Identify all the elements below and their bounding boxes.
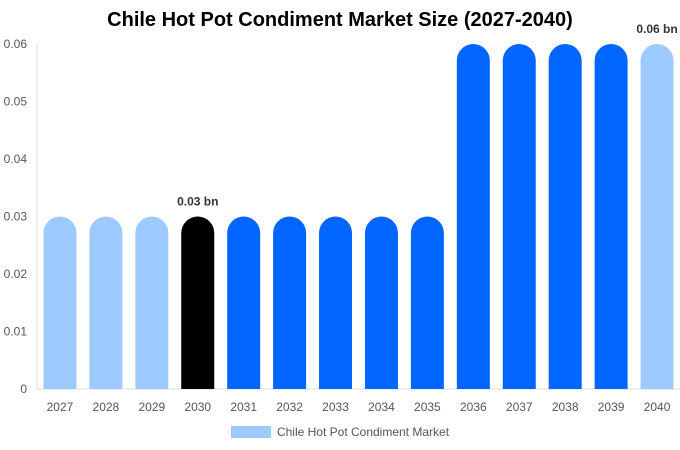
bar — [456, 44, 490, 389]
bar — [135, 216, 169, 389]
y-tick-label: 0.04 — [4, 152, 28, 166]
chart-title: Chile Hot Pot Condiment Market Size (202… — [107, 9, 573, 31]
y-tick-label: 0.02 — [4, 267, 28, 281]
x-tick-label: 2038 — [552, 400, 579, 414]
y-tick-label: 0.03 — [4, 210, 28, 224]
bar — [364, 216, 398, 389]
x-tick-label: 2039 — [598, 400, 625, 414]
x-tick-label: 2028 — [93, 400, 120, 414]
y-tick-label: 0.01 — [4, 325, 28, 339]
bar — [89, 216, 123, 389]
bar — [410, 216, 444, 389]
legend[interactable]: Chile Hot Pot Condiment Market — [0, 425, 680, 439]
x-tick-label: 2036 — [460, 400, 487, 414]
x-tick-label: 2034 — [368, 400, 395, 414]
legend-swatch — [230, 426, 271, 438]
x-tick-label: 2035 — [414, 400, 441, 414]
x-tick-label: 2029 — [138, 400, 165, 414]
bar — [502, 44, 536, 389]
x-tick-label: 2037 — [506, 400, 533, 414]
y-tick-label: 0.06 — [4, 37, 28, 51]
bar — [273, 216, 307, 389]
x-tick-label: 2033 — [322, 400, 349, 414]
x-tick-label: 2031 — [230, 400, 257, 414]
x-tick-label: 2040 — [644, 400, 671, 414]
bar — [43, 216, 77, 389]
bar — [548, 44, 582, 389]
bar — [227, 216, 261, 389]
data-label: 0.06 bn — [636, 22, 677, 36]
x-tick-label: 2030 — [184, 400, 211, 414]
y-tick-label: 0 — [20, 382, 27, 396]
legend-label: Chile Hot Pot Condiment Market — [276, 425, 450, 439]
data-label: 0.03 bn — [177, 195, 218, 209]
y-tick-label: 0.05 — [4, 95, 28, 109]
x-tick-label: 2027 — [47, 400, 74, 414]
bar — [594, 44, 628, 389]
x-tick-label: 2032 — [276, 400, 303, 414]
bar — [319, 216, 353, 389]
bar — [181, 216, 215, 389]
bar — [640, 44, 674, 389]
